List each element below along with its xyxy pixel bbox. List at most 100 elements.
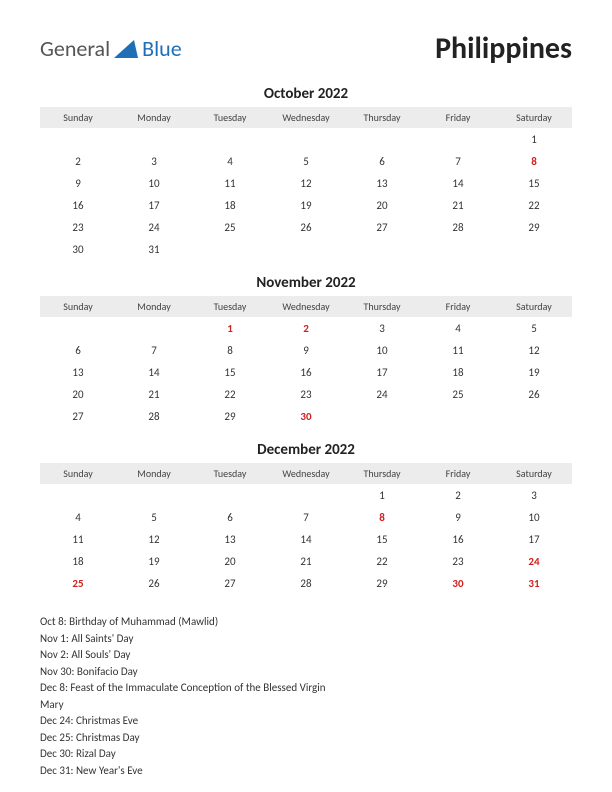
calendar-day: 10 xyxy=(496,506,572,528)
calendar-day: 9 xyxy=(420,506,496,528)
page-header: General Blue Philippines xyxy=(40,30,572,67)
calendar-day: 8 xyxy=(496,150,572,172)
calendar-day: 20 xyxy=(40,383,116,405)
weekday-header: Wednesday xyxy=(268,296,344,317)
weekday-header: Wednesday xyxy=(268,107,344,128)
calendar-day: 26 xyxy=(496,383,572,405)
weekday-header: Wednesday xyxy=(268,463,344,484)
calendar-row: 20212223242526 xyxy=(40,383,572,405)
calendar-day: 30 xyxy=(40,238,116,260)
calendar-row: 16171819202122 xyxy=(40,194,572,216)
calendar-day: 20 xyxy=(344,194,420,216)
calendar-day xyxy=(116,128,192,150)
calendar-row: 2345678 xyxy=(40,150,572,172)
calendar-day: 10 xyxy=(116,172,192,194)
calendar-table: SundayMondayTuesdayWednesdayThursdayFrid… xyxy=(40,463,572,594)
calendar-day: 4 xyxy=(420,317,496,339)
calendar-day: 27 xyxy=(40,405,116,427)
holiday-line: Dec 8: Feast of the Immaculate Conceptio… xyxy=(40,680,340,713)
calendar-day: 21 xyxy=(116,383,192,405)
calendar-day: 22 xyxy=(496,194,572,216)
calendar-day: 2 xyxy=(268,317,344,339)
weekday-header: Monday xyxy=(116,296,192,317)
weekday-header: Saturday xyxy=(496,296,572,317)
calendar-day: 13 xyxy=(344,172,420,194)
calendar-day: 13 xyxy=(40,361,116,383)
calendar-day xyxy=(268,238,344,260)
calendar-day: 9 xyxy=(268,339,344,361)
calendar-day: 24 xyxy=(496,550,572,572)
calendar-day: 14 xyxy=(116,361,192,383)
weekday-header: Tuesday xyxy=(192,107,268,128)
logo-word-2: Blue xyxy=(142,35,182,62)
calendar-day: 29 xyxy=(192,405,268,427)
calendar-day: 6 xyxy=(40,339,116,361)
calendar-day: 30 xyxy=(268,405,344,427)
calendar-day: 6 xyxy=(344,150,420,172)
holiday-line: Nov 1: All Saints' Day xyxy=(40,631,340,648)
calendar-day: 29 xyxy=(496,216,572,238)
calendar-day: 22 xyxy=(344,550,420,572)
calendar-row: 3031 xyxy=(40,238,572,260)
calendar-day: 23 xyxy=(268,383,344,405)
calendar-row: 1 xyxy=(40,128,572,150)
calendar-row: 123 xyxy=(40,484,572,506)
calendar-day: 30 xyxy=(420,572,496,594)
calendar-day xyxy=(344,238,420,260)
calendar-day: 3 xyxy=(344,317,420,339)
calendar-day: 3 xyxy=(496,484,572,506)
calendar-day: 10 xyxy=(344,339,420,361)
calendar-day: 31 xyxy=(116,238,192,260)
calendar-day: 6 xyxy=(192,506,268,528)
calendar-day: 16 xyxy=(420,528,496,550)
calendar-table: SundayMondayTuesdayWednesdayThursdayFrid… xyxy=(40,107,572,260)
calendar-day: 15 xyxy=(344,528,420,550)
holiday-line: Nov 30: Bonifacio Day xyxy=(40,664,340,681)
calendar-day: 28 xyxy=(420,216,496,238)
calendar-day: 18 xyxy=(192,194,268,216)
calendar-day: 11 xyxy=(420,339,496,361)
calendar-day: 11 xyxy=(40,528,116,550)
logo-word-1: General xyxy=(40,35,110,62)
calendar-day: 28 xyxy=(116,405,192,427)
calendar-day: 19 xyxy=(116,550,192,572)
calendar-day xyxy=(192,238,268,260)
calendar-day: 1 xyxy=(192,317,268,339)
calendar-table: SundayMondayTuesdayWednesdayThursdayFrid… xyxy=(40,296,572,427)
month-title: October 2022 xyxy=(40,85,572,103)
calendar-day: 7 xyxy=(116,339,192,361)
calendar-day: 7 xyxy=(420,150,496,172)
calendar-day: 31 xyxy=(496,572,572,594)
calendar-day xyxy=(268,128,344,150)
weekday-header: Sunday xyxy=(40,107,116,128)
calendar-day: 3 xyxy=(116,150,192,172)
calendar-day xyxy=(420,128,496,150)
calendar-day: 11 xyxy=(192,172,268,194)
calendar-day: 14 xyxy=(268,528,344,550)
months-container: October 2022SundayMondayTuesdayWednesday… xyxy=(40,85,572,594)
country-title: Philippines xyxy=(435,30,572,67)
calendar-day: 16 xyxy=(40,194,116,216)
weekday-header: Friday xyxy=(420,296,496,317)
calendar-day xyxy=(40,317,116,339)
calendar-day xyxy=(40,128,116,150)
holidays-list: Oct 8: Birthday of Muhammad (Mawlid)Nov … xyxy=(40,614,340,779)
calendar-day: 2 xyxy=(420,484,496,506)
holiday-line: Dec 30: Rizal Day xyxy=(40,746,340,763)
calendar-day: 14 xyxy=(420,172,496,194)
calendar-day: 18 xyxy=(40,550,116,572)
weekday-header: Thursday xyxy=(344,296,420,317)
calendar-day: 21 xyxy=(420,194,496,216)
calendar-day: 1 xyxy=(496,128,572,150)
logo-triangle-icon xyxy=(114,40,138,58)
weekday-header: Tuesday xyxy=(192,463,268,484)
calendar-day: 8 xyxy=(192,339,268,361)
weekday-header: Monday xyxy=(116,463,192,484)
calendar-row: 18192021222324 xyxy=(40,550,572,572)
calendar-day: 5 xyxy=(496,317,572,339)
calendar-day xyxy=(192,484,268,506)
calendar-day xyxy=(496,405,572,427)
calendar-day: 17 xyxy=(116,194,192,216)
calendar-day: 21 xyxy=(268,550,344,572)
calendar-row: 25262728293031 xyxy=(40,572,572,594)
